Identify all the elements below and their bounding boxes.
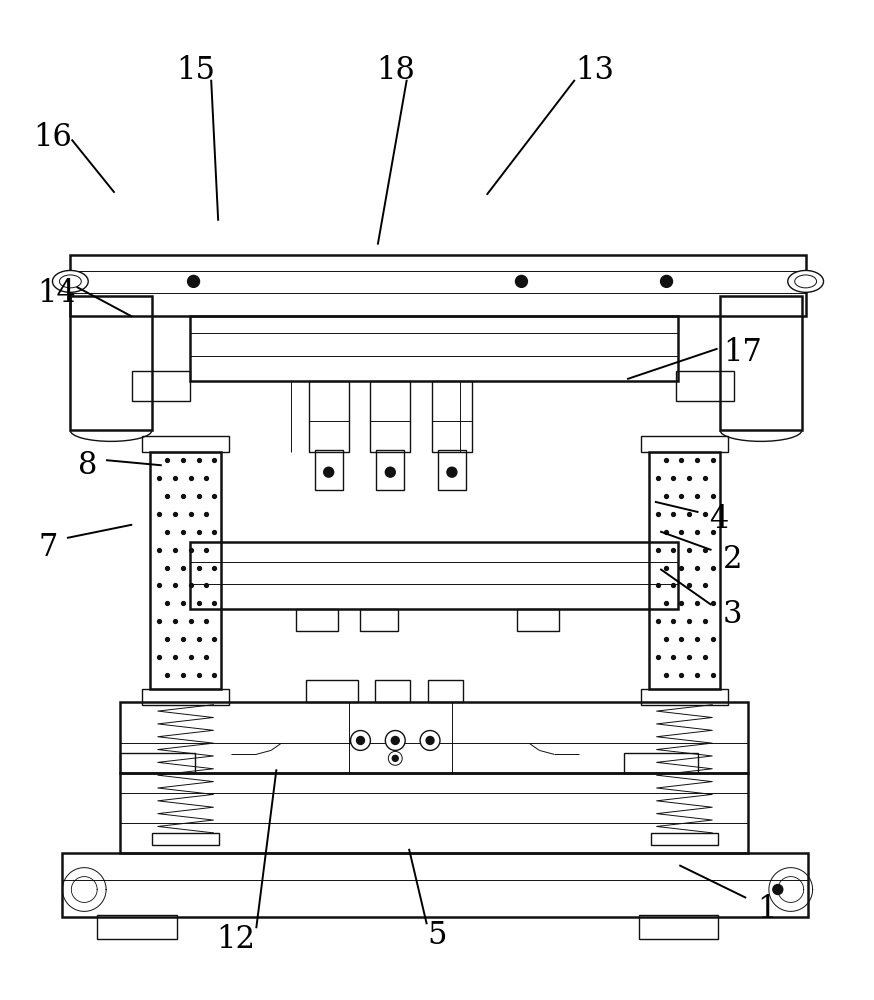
Bar (517, 609, 559, 631)
Bar (120, 753, 195, 773)
Circle shape (447, 467, 457, 477)
Ellipse shape (52, 270, 88, 292)
Circle shape (323, 467, 334, 477)
Circle shape (661, 275, 672, 287)
Text: 2: 2 (723, 544, 742, 575)
Text: 17: 17 (724, 337, 762, 368)
Circle shape (385, 467, 395, 477)
Bar (70, 296, 152, 430)
Text: 3: 3 (723, 599, 742, 630)
Circle shape (388, 751, 402, 765)
Text: 12: 12 (216, 924, 255, 955)
Text: 8: 8 (78, 450, 98, 481)
Bar (149, 452, 221, 689)
Bar (62, 853, 808, 917)
Bar (377, 450, 404, 490)
Bar (641, 689, 728, 705)
Bar (428, 680, 463, 702)
Text: 13: 13 (576, 55, 614, 86)
Bar (438, 450, 466, 490)
Bar (309, 381, 349, 452)
Circle shape (516, 275, 527, 287)
Circle shape (392, 736, 399, 744)
Bar (142, 436, 229, 452)
Bar (360, 609, 399, 631)
Bar (315, 450, 343, 490)
Bar (676, 371, 734, 401)
Circle shape (350, 731, 371, 750)
Bar (142, 689, 229, 705)
Circle shape (385, 731, 406, 750)
Bar (649, 452, 720, 689)
Bar (376, 680, 410, 702)
Text: 1: 1 (757, 894, 777, 925)
Text: 7: 7 (38, 532, 58, 563)
Ellipse shape (794, 275, 816, 288)
Circle shape (357, 736, 364, 744)
Bar (432, 381, 472, 452)
Text: 5: 5 (427, 920, 447, 951)
Ellipse shape (59, 275, 81, 288)
Bar (190, 316, 678, 381)
Circle shape (426, 736, 434, 744)
Bar (720, 296, 801, 430)
Bar (120, 702, 748, 773)
Text: 14: 14 (38, 278, 76, 309)
Bar (70, 255, 806, 316)
Text: 15: 15 (176, 55, 215, 86)
Bar (306, 680, 357, 702)
Text: 18: 18 (376, 55, 415, 86)
Ellipse shape (787, 270, 823, 292)
Bar (371, 381, 410, 452)
Bar (624, 753, 698, 773)
Text: 16: 16 (34, 122, 73, 153)
Bar (190, 542, 678, 609)
Bar (650, 833, 718, 845)
Circle shape (773, 885, 783, 894)
Bar (97, 915, 177, 939)
Bar (641, 436, 728, 452)
Circle shape (420, 731, 440, 750)
Bar (639, 915, 718, 939)
Bar (120, 773, 748, 853)
Bar (132, 371, 190, 401)
Circle shape (392, 755, 399, 761)
Text: 4: 4 (710, 504, 729, 535)
Bar (296, 609, 337, 631)
Circle shape (188, 275, 199, 287)
Bar (152, 833, 219, 845)
